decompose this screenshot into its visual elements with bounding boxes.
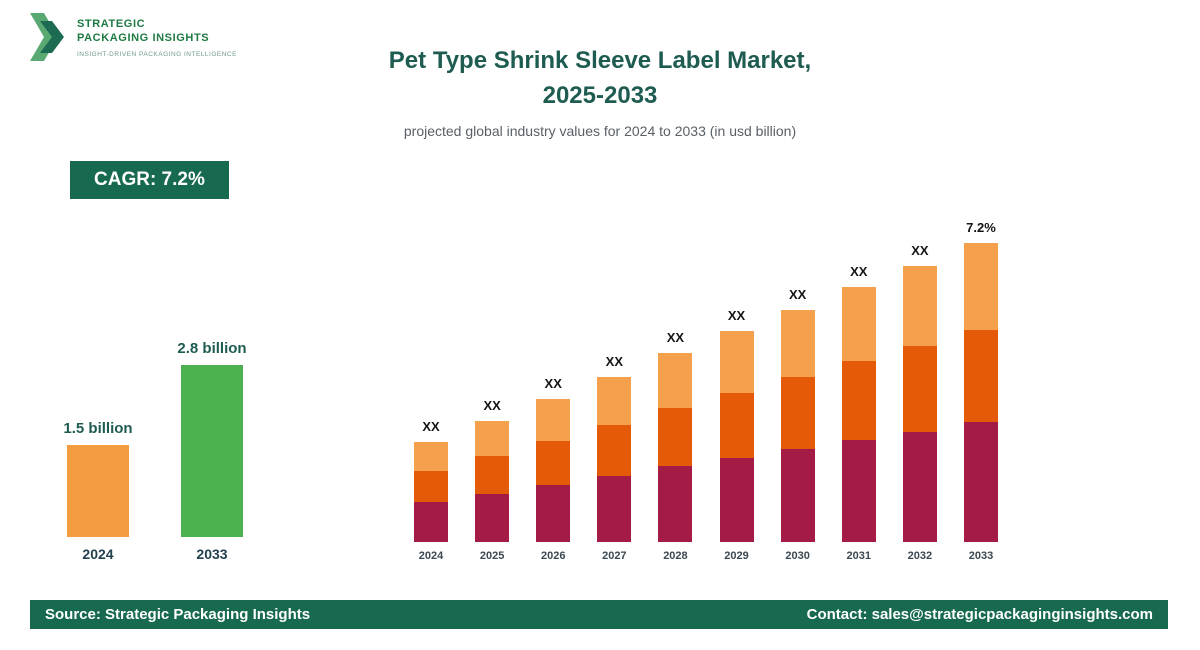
stacked-bar-value-label: XX — [911, 243, 929, 258]
stacked-bar-group-2031: XX 2031 — [838, 264, 880, 562]
segment-bottom — [536, 485, 571, 542]
cagr-badge: CAGR: 7.2% — [70, 161, 229, 199]
segment-bottom — [719, 458, 754, 542]
segment-bottom — [780, 449, 815, 542]
stacked-bar-value-label: XX — [483, 398, 501, 413]
brand-logo-text: STRATEGIC PACKAGING INSIGHTS INSIGHT-DRI… — [77, 13, 237, 58]
stacked-bar-value-label: XX — [788, 287, 807, 302]
footer-source: Source: Strategic Packaging Insights — [45, 606, 311, 623]
mini-bar-value-label: 1.5 billion — [63, 420, 133, 437]
footer-bar: Source: Strategic Packaging Insights Con… — [30, 600, 1168, 629]
segment-top — [597, 377, 632, 425]
brand-name-line1: STRATEGIC — [77, 18, 146, 30]
stacked-bar — [536, 399, 571, 542]
stacked-bar-year-label: 2030 — [785, 550, 810, 562]
mini-bar-group-2033: 2.8 billion 2033 — [177, 340, 247, 562]
stacked-bar-group-2027: XX 2027 — [593, 354, 635, 562]
brand-name-line2: PACKAGING INSIGHTS — [77, 31, 210, 44]
stacked-bar-value-label: 7.2% — [966, 220, 996, 235]
segment-top — [475, 421, 510, 456]
segment-top — [414, 442, 448, 471]
stacked-bar-year-label: 2033 — [968, 550, 994, 562]
stacked-bar-year-label: 2026 — [540, 550, 566, 562]
segment-top — [658, 353, 693, 408]
stacked-bar — [902, 266, 937, 542]
mini-bar-year-label: 2033 — [196, 546, 228, 562]
chart-header: Pet Type Shrink Sleeve Label Market, 202… — [230, 44, 970, 139]
segment-bottom — [597, 476, 632, 542]
page-title: Pet Type Shrink Sleeve Label Market, 202… — [230, 44, 970, 114]
segment-middle — [658, 408, 693, 466]
mini-bar-group-2024: 1.5 billion 2024 — [63, 420, 133, 562]
stacked-bar-group-2028: XX 2028 — [654, 330, 696, 562]
stacked-bar-chart: XX 2024 XX 2025 XX 2026 XX 2027 XX 2028 XX 2029 XX 20… — [410, 198, 1002, 562]
stacked-bar-year-label: 2028 — [663, 550, 688, 562]
segment-middle — [902, 346, 937, 432]
stacked-bar-group-2030: XX 2030 — [777, 287, 819, 562]
stacked-bar-group-2032: XX 2032 — [899, 243, 941, 562]
segment-top — [963, 243, 998, 330]
stacked-bar-value-label: XX — [666, 330, 685, 345]
stacked-bar — [414, 442, 448, 542]
segment-top — [841, 287, 876, 361]
stacked-bar-group-2026: XX 2026 — [532, 376, 574, 562]
stacked-bar-year-label: 2032 — [907, 550, 933, 562]
segment-top — [536, 399, 571, 441]
segment-middle — [414, 471, 448, 502]
stacked-bar-group-2024: XX 2024 — [410, 419, 452, 562]
segment-top — [719, 331, 754, 393]
stacked-bar — [597, 377, 632, 542]
segment-bottom — [475, 494, 510, 542]
stacked-bar-value-label: XX — [544, 376, 562, 391]
mini-bar — [181, 365, 243, 537]
mini-bar-year-label: 2024 — [82, 546, 114, 562]
segment-bottom — [963, 422, 998, 542]
segment-middle — [841, 361, 876, 440]
mini-bar-value-label: 2.8 billion — [177, 340, 247, 357]
segment-top — [780, 310, 815, 377]
segment-bottom — [902, 432, 937, 542]
stacked-bar — [475, 421, 510, 542]
stacked-bar-year-label: 2029 — [724, 550, 749, 562]
stacked-bar-value-label: XX — [850, 264, 868, 279]
stacked-bar-year-label: 2024 — [418, 550, 444, 562]
stacked-bar-group-2025: XX 2025 — [471, 398, 513, 562]
segment-middle — [780, 377, 815, 449]
stacked-bar — [719, 331, 754, 542]
stacked-bar-value-label: XX — [727, 308, 746, 323]
page-title-line1: Pet Type Shrink Sleeve Label Market, — [388, 47, 812, 74]
segment-middle — [475, 456, 510, 494]
segment-middle — [597, 425, 632, 476]
segment-middle — [963, 330, 998, 422]
segment-middle — [719, 393, 754, 458]
stacked-bar-group-2029: XX 2029 — [716, 308, 758, 562]
page-subtitle: projected global industry values for 202… — [403, 122, 797, 139]
chevron-logo-icon — [30, 13, 64, 61]
brand-tagline: INSIGHT-DRIVEN PACKAGING INTELLIGENCE — [77, 50, 237, 58]
stacked-bar-value-label: XX — [605, 354, 623, 369]
stacked-bar — [658, 353, 693, 542]
stacked-bar-year-label: 2027 — [602, 550, 627, 562]
segment-middle — [536, 441, 571, 485]
stacked-bar — [841, 287, 876, 542]
brand-logo: STRATEGIC PACKAGING INSIGHTS INSIGHT-DRI… — [30, 13, 237, 61]
stacked-bar — [780, 310, 815, 542]
stacked-bar-group-2033: 7.2% 2033 — [960, 220, 1002, 562]
segment-bottom — [414, 502, 448, 542]
segment-bottom — [841, 440, 876, 542]
page-title-line2: 2025-2033 — [542, 81, 658, 109]
stacked-bar-value-label: XX — [422, 419, 440, 434]
segment-bottom — [658, 466, 693, 542]
stacked-bar — [963, 243, 998, 542]
mini-comparison-chart: 1.5 billion 2024 2.8 billion 2033 — [63, 318, 247, 562]
mini-bar — [67, 445, 129, 537]
footer-contact: Contact: sales@strategicpackaginginsight… — [806, 606, 1153, 623]
stacked-bar-year-label: 2031 — [846, 550, 871, 562]
segment-top — [902, 266, 937, 346]
stacked-bar-year-label: 2025 — [479, 550, 505, 562]
